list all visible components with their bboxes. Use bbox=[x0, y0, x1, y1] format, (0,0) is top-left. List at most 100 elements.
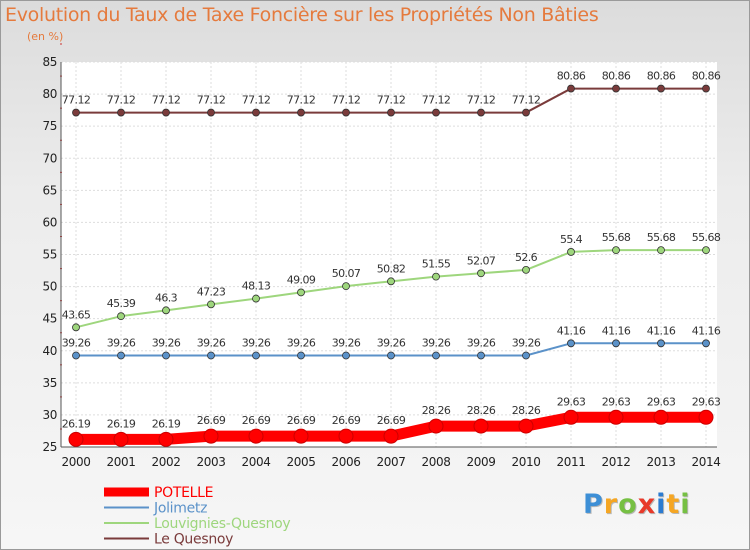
data-label: 39.26 bbox=[152, 336, 181, 349]
x-tick-label: 2007 bbox=[377, 455, 406, 469]
series-jolimetz: 39.26 39.26 39.26 39.26 39.26 39.26 39.26 39.26… bbox=[62, 324, 721, 360]
data-label: 50.07 bbox=[332, 267, 361, 280]
data-label: 29.63 bbox=[647, 395, 676, 408]
data-point bbox=[72, 323, 80, 332]
series-le-quesnoy: 77.12 77.12 77.12 77.12 77.12 77.12 77.12 77.12… bbox=[62, 70, 721, 117]
data-label: 80.86 bbox=[557, 70, 586, 83]
data-label: 48.13 bbox=[242, 280, 271, 293]
data-label: 28.26 bbox=[422, 404, 451, 417]
data-point bbox=[387, 351, 395, 360]
data-label: 26.19 bbox=[62, 417, 91, 430]
y-tick-label: 40 bbox=[43, 344, 57, 358]
data-label: 41.16 bbox=[647, 324, 676, 337]
data-point bbox=[567, 248, 575, 256]
data-label: 41.16 bbox=[557, 324, 586, 337]
data-label: 39.26 bbox=[467, 336, 496, 349]
data-label: 39.26 bbox=[107, 336, 136, 349]
data-label: 77.12 bbox=[512, 94, 541, 107]
chart-title: Evolution du Taux de Taxe Foncière sur l… bbox=[5, 4, 599, 26]
data-point bbox=[473, 418, 489, 434]
data-point bbox=[657, 246, 665, 255]
data-label: 51.55 bbox=[422, 258, 451, 271]
x-tick-label: 2012 bbox=[602, 455, 631, 469]
data-point bbox=[297, 288, 305, 297]
data-point bbox=[387, 108, 395, 117]
data-label: 45.39 bbox=[107, 297, 136, 310]
data-label: 46.3 bbox=[155, 291, 178, 304]
data-label: 47.23 bbox=[197, 285, 226, 298]
data-label: 80.86 bbox=[647, 70, 676, 83]
data-point bbox=[342, 282, 350, 291]
data-label: 49.09 bbox=[287, 273, 316, 286]
x-tick-labels: 2000 2001 2002 2003 2004 2005 2006 2007 2008 2009… bbox=[62, 455, 721, 469]
y-tick-label: 35 bbox=[43, 376, 57, 390]
data-point bbox=[387, 277, 395, 286]
data-point bbox=[698, 409, 714, 425]
data-point bbox=[522, 351, 530, 360]
logo-letter: i bbox=[680, 489, 691, 520]
x-tick-label: 2003 bbox=[197, 455, 226, 469]
data-point bbox=[72, 108, 80, 117]
data-point bbox=[657, 339, 665, 348]
data-label: 26.19 bbox=[152, 417, 181, 430]
data-label: 41.16 bbox=[692, 324, 721, 337]
logo-letter: P bbox=[583, 489, 604, 520]
data-label: 77.12 bbox=[107, 94, 136, 107]
x-tick-label: 2005 bbox=[287, 455, 316, 469]
logo-letter: o bbox=[618, 489, 638, 520]
y-tick-label: 60 bbox=[43, 215, 57, 229]
data-point bbox=[117, 351, 125, 360]
data-label: 26.69 bbox=[332, 414, 361, 427]
data-point bbox=[477, 269, 485, 278]
x-tick-label: 2000 bbox=[62, 455, 91, 469]
data-label: 39.26 bbox=[377, 336, 406, 349]
data-point bbox=[207, 108, 215, 117]
data-point bbox=[383, 428, 399, 444]
y-tick-label: 55 bbox=[43, 248, 57, 262]
data-label: 29.63 bbox=[557, 395, 586, 408]
data-label: 77.12 bbox=[62, 94, 91, 107]
x-tick-label: 2004 bbox=[242, 455, 271, 469]
y-axis-unit: (en %) bbox=[27, 30, 64, 43]
y-tick-label: 80 bbox=[43, 87, 57, 101]
data-point bbox=[203, 428, 219, 444]
y-tick-label: 25 bbox=[43, 440, 57, 454]
legend-label: Louvignies-Quesnoy bbox=[154, 516, 290, 532]
legend-label: Jolimetz bbox=[153, 501, 207, 517]
data-label: 55.4 bbox=[560, 233, 583, 246]
data-point bbox=[428, 418, 444, 434]
y-tick-label: 85 bbox=[43, 55, 57, 69]
data-point bbox=[432, 108, 440, 117]
data-label: 28.26 bbox=[512, 404, 541, 417]
data-label: 77.12 bbox=[242, 94, 271, 107]
data-label: 26.69 bbox=[242, 414, 271, 427]
data-label: 77.12 bbox=[377, 94, 406, 107]
y-tick-label: 75 bbox=[43, 119, 57, 133]
data-point bbox=[248, 428, 264, 444]
data-label: 39.26 bbox=[62, 336, 91, 349]
data-label: 52.07 bbox=[467, 254, 496, 267]
data-point bbox=[432, 351, 440, 360]
data-point bbox=[338, 428, 354, 444]
data-label: 77.12 bbox=[467, 94, 496, 107]
data-point bbox=[162, 108, 170, 117]
data-point bbox=[612, 246, 620, 255]
data-label: 55.68 bbox=[647, 231, 676, 244]
y-tick-label: 65 bbox=[43, 183, 57, 197]
axes bbox=[60, 43, 717, 448]
data-label: 77.12 bbox=[332, 94, 361, 107]
legend-label: POTELLE bbox=[154, 485, 213, 501]
data-point bbox=[518, 418, 534, 434]
data-point bbox=[297, 108, 305, 117]
data-label: 80.86 bbox=[692, 70, 721, 83]
data-label: 39.26 bbox=[197, 336, 226, 349]
data-point bbox=[477, 351, 485, 360]
data-label: 26.19 bbox=[107, 417, 136, 430]
data-point bbox=[68, 431, 84, 447]
data-point bbox=[612, 339, 620, 348]
data-point bbox=[342, 108, 350, 117]
logo-letter: r bbox=[603, 489, 619, 520]
